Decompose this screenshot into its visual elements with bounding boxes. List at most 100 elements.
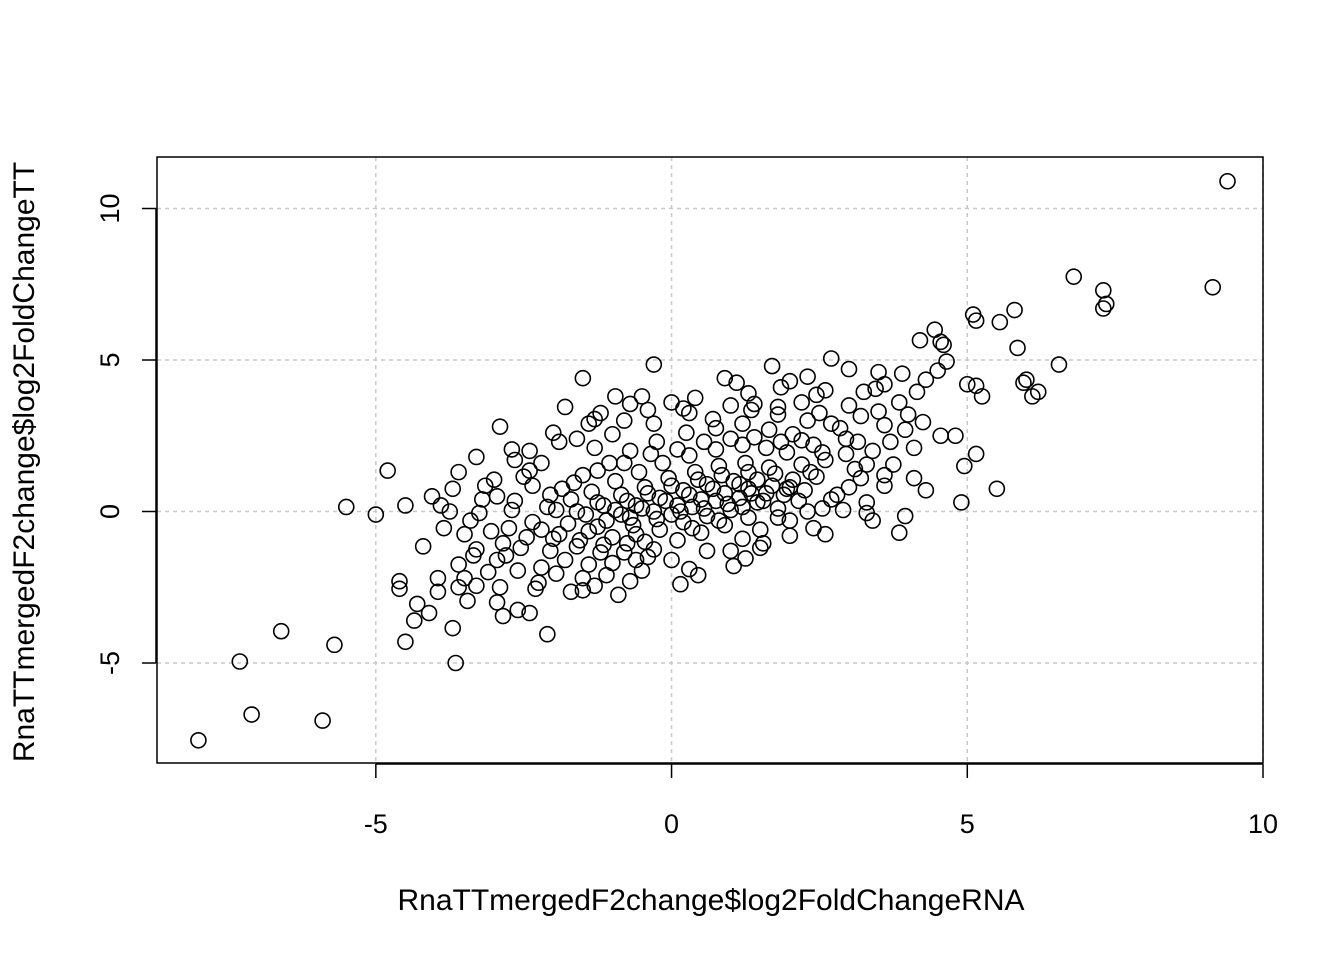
data-point (444, 619, 462, 637)
data-point (858, 456, 876, 473)
data-point (754, 492, 772, 510)
data-point (683, 498, 701, 516)
y-tick-label: 10 (95, 193, 125, 223)
data-point (858, 494, 876, 511)
data-point (849, 433, 867, 451)
data-point (876, 375, 893, 393)
data-point (621, 395, 639, 413)
y-axis-label: RnaTTmergedF2change$log2FoldChangeTT (8, 162, 41, 762)
data-point (967, 312, 985, 329)
data-point (695, 500, 713, 517)
data-point (757, 439, 775, 457)
data-point (834, 501, 852, 519)
data-point (908, 383, 926, 401)
data-point (473, 491, 491, 508)
grid-lines (157, 157, 1264, 763)
data-point (553, 480, 571, 498)
data-point (592, 544, 609, 561)
data-point (669, 441, 686, 458)
data-point (645, 415, 663, 432)
data-point (763, 357, 781, 375)
data-point (663, 477, 680, 495)
data-point (822, 491, 840, 508)
data-point (793, 394, 810, 411)
data-point (506, 451, 524, 469)
data-point (462, 512, 479, 529)
data-point (784, 471, 802, 488)
data-point (465, 547, 482, 564)
data-point (808, 386, 825, 404)
data-point (660, 469, 677, 487)
data-point (746, 428, 763, 446)
data-point (397, 633, 414, 651)
data-point (657, 492, 674, 510)
x-tick-label: -5 (364, 809, 388, 839)
data-point (627, 525, 645, 543)
data-point (586, 439, 603, 457)
data-point (766, 465, 784, 482)
data-point (991, 313, 1009, 331)
data-point (518, 528, 535, 546)
data-point (769, 500, 787, 517)
data-point (586, 410, 603, 428)
data-point (621, 572, 639, 590)
data-point (675, 481, 692, 499)
data-point (568, 503, 586, 520)
data-point (654, 454, 671, 472)
data-point (190, 731, 207, 749)
data-point (314, 712, 331, 729)
data-point (1006, 301, 1023, 319)
data-point (645, 356, 663, 373)
data-point (680, 486, 698, 504)
data-point (893, 365, 911, 382)
data-points (190, 172, 1236, 749)
data-point (689, 471, 707, 488)
data-point (707, 419, 725, 437)
data-point (494, 607, 512, 625)
data-point (669, 531, 686, 549)
data-point (746, 395, 763, 413)
data-point (630, 463, 648, 481)
data-point (521, 442, 538, 460)
data-point (429, 569, 447, 587)
data-point (805, 519, 822, 537)
data-point (698, 507, 716, 525)
data-point (612, 506, 630, 523)
data-point (450, 463, 467, 481)
data-point (680, 447, 698, 464)
data-point (586, 577, 603, 595)
data-point (772, 433, 790, 451)
data-point (550, 525, 568, 543)
data-point (876, 477, 893, 495)
data-point (689, 566, 707, 584)
data-point (633, 500, 651, 517)
x-tick-label: 0 (664, 809, 679, 839)
data-point (905, 469, 923, 487)
data-point (610, 586, 627, 604)
data-point (734, 415, 751, 432)
data-point (698, 542, 716, 560)
data-point (391, 572, 408, 590)
data-point (852, 407, 870, 425)
data-point (769, 509, 787, 526)
data-point (580, 522, 598, 540)
data-point (831, 419, 849, 437)
data-point (491, 578, 509, 596)
data-point (547, 565, 565, 582)
data-point (808, 468, 825, 485)
data-point (633, 562, 651, 579)
data-point (539, 498, 556, 516)
data-point (867, 380, 884, 398)
data-point (967, 445, 985, 463)
data-point (917, 481, 935, 499)
data-point (929, 362, 947, 379)
data-point (840, 478, 858, 496)
data-point (624, 516, 642, 534)
data-point (956, 457, 973, 475)
data-point (468, 577, 485, 595)
data-point (1015, 374, 1032, 392)
data-point (488, 488, 506, 505)
data-point (704, 480, 722, 498)
data-point (441, 503, 459, 520)
data-point (663, 551, 680, 569)
